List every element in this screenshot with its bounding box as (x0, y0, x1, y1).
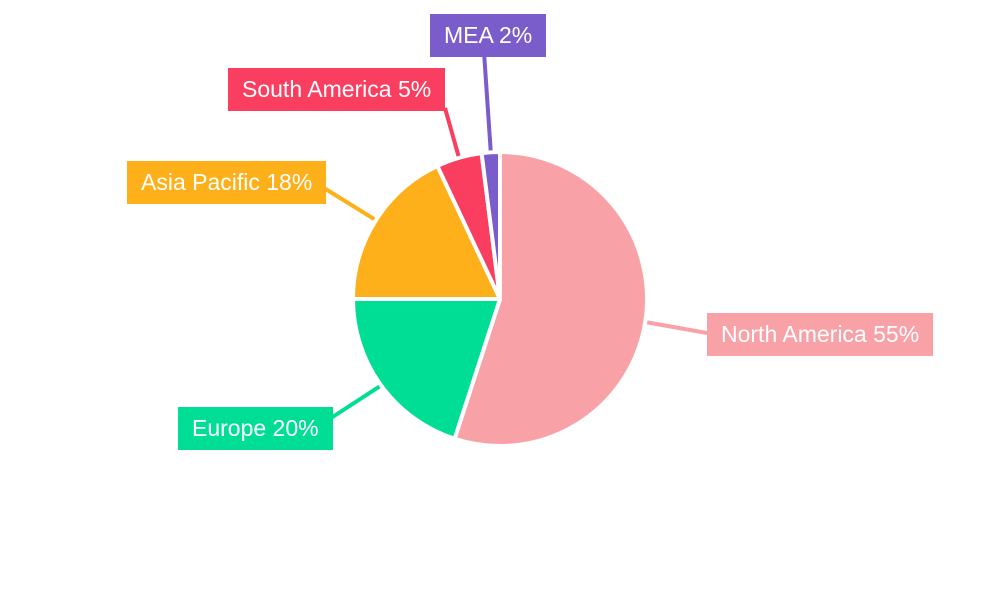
label-north-america: North America 55% (707, 313, 934, 356)
pie-slice-asia-pacific[interactable] (351, 164, 502, 301)
leader-line-europe (329, 383, 383, 420)
leader-line-north-america (644, 320, 708, 335)
leader-line-asia-pacific (322, 186, 377, 222)
pie-slice-north-america[interactable] (452, 150, 650, 448)
label-south-america: South America 5% (228, 68, 446, 111)
label-europe: Europe 20% (178, 407, 333, 450)
label-mea: MEA 2% (430, 14, 547, 57)
leader-line-south-america (443, 107, 461, 159)
leader-line-mea (482, 51, 493, 153)
pie-slice-europe[interactable] (351, 297, 502, 441)
pie-slice-mea[interactable] (479, 150, 502, 301)
label-asia-pacific: Asia Pacific 18% (127, 161, 327, 204)
